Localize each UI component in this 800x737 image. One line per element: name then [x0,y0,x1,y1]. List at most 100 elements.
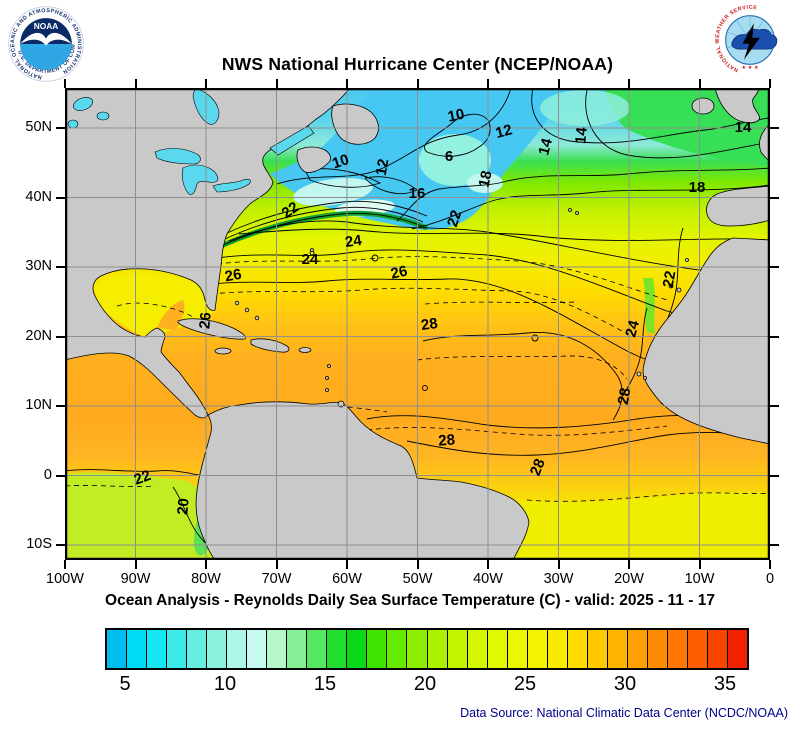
land-iberia [706,185,770,227]
y-tick-left [56,544,65,546]
x-tick-top [134,79,137,88]
colorbar-segment [307,630,328,668]
colorbar-segment [627,630,648,668]
contour-label: 22 [444,208,465,229]
x-tick-top [557,79,560,88]
colorbar-segment [707,630,728,668]
y-tick-right [770,474,779,477]
colorbar-segment [347,630,368,668]
land-puerto-rico [298,347,312,353]
colorbar-segment [227,630,248,668]
sst-contours-dashed [65,256,770,502]
x-tick-bottom [416,560,419,569]
colorbar-segment [727,630,747,668]
x-tick-top [64,79,66,88]
y-tick-left [56,127,65,129]
land-newfoundland [331,103,379,145]
colorbar-tick-label: 10 [213,673,237,695]
x-tick-bottom [628,560,630,569]
y-tick-label: 50N [25,119,52,135]
x-tick-bottom [487,560,489,569]
nws-lightning-icon [742,23,760,60]
lake-superior [154,148,201,165]
x-tick-label: 100W [46,571,84,587]
noaa-logo: NATIONAL OCEANIC AND ATMOSPHERIC ADMINIS… [8,6,84,82]
colorbar-segment [587,630,608,668]
x-tick-top [769,79,771,88]
contour-label: 28 [615,387,635,406]
contour-label: 22 [660,270,680,289]
contour-label: 24 [344,232,364,251]
page-title: NWS National Hurricane Center (NCEP/NOAA… [221,54,614,74]
nws-ring-stars: ★ ★ ★ [741,65,758,71]
colorbar-segment [247,630,268,668]
st-lawrence [269,125,315,156]
lake-erie-ontario [212,178,251,193]
colorbar-segment [107,630,128,668]
contour-label: 22 [132,467,153,489]
colorbar-segment [667,630,688,668]
contour-label: 26 [389,263,409,283]
contour-label: 20 [174,498,192,516]
land-south-america [195,401,530,560]
land-bermuda [310,248,314,252]
colorbar-tick-label: 20 [413,673,437,695]
y-tick-left [56,474,65,477]
x-tick-label: 10W [684,571,715,587]
colorbar-tick-label: 5 [119,673,131,695]
colorbar-segment [147,630,168,668]
x-tick-label: 50W [402,571,433,587]
x-tick-label: 80W [191,571,221,587]
contour-label: 28 [420,315,439,334]
noaa-seagull-icon [20,32,72,46]
x-tick-bottom [346,560,348,569]
contour-label: 18 [476,169,496,189]
data-source-note: Data Source: National Climatic Data Cent… [460,706,788,720]
x-tick-top [416,79,419,88]
colorbar-segment [507,630,528,668]
y-tick-right [770,405,779,407]
x-tick-top [487,79,489,88]
x-tick-label: 20W [614,571,644,587]
x-tick-bottom [698,560,701,569]
colorbar-segment [647,630,668,668]
x-tick-bottom [275,560,278,569]
noaa-emblem-sea [20,44,72,70]
contour-label: 24 [302,251,319,268]
colorbar-segment [547,630,568,668]
sst-map-canvas: 10 12 14 14 14 6 10 12 16 18 18 22 22 24 24 26 26 26 28 22 2… [65,88,770,560]
contour-label: 12 [494,121,515,142]
x-tick-label: 70W [261,571,292,587]
land-jamaica [214,347,232,355]
colorbar-segment [427,630,448,668]
colorbar-segment [387,630,408,668]
x-tick-top [346,79,348,88]
y-tick-right [770,266,779,268]
colorbar-segment [167,630,188,668]
colorbar-tick-label: 25 [513,673,537,695]
y-tick-right [770,335,779,338]
y-tick-label: 30N [25,258,52,274]
temperature-colorbar [105,628,749,670]
x-tick-label: 40W [473,571,503,587]
colorbar-segment [207,630,228,668]
contour-label: 14 [572,126,590,145]
y-tick-label: 10N [25,397,52,413]
y-tick-right [770,127,779,129]
colorbar-segment [527,630,548,668]
land-hispaniola [250,338,290,353]
contour-label: 10 [330,151,351,172]
contour-label: 14 [735,119,752,136]
sst-map: 10 12 14 14 14 6 10 12 16 18 18 22 22 24 24 26 26 26 28 22 2… [65,88,770,560]
landmasses [65,88,770,560]
y-tick-label: 40N [25,188,52,205]
x-tick-label: 30W [543,571,574,587]
colorbar-segment [487,630,508,668]
x-tick-bottom [557,560,560,569]
x-tick-label: 60W [332,571,362,587]
land-cuba [177,318,246,340]
x-tick-top [628,79,630,88]
colorbar-segment [287,630,308,668]
contour-label: 10 [446,106,466,126]
